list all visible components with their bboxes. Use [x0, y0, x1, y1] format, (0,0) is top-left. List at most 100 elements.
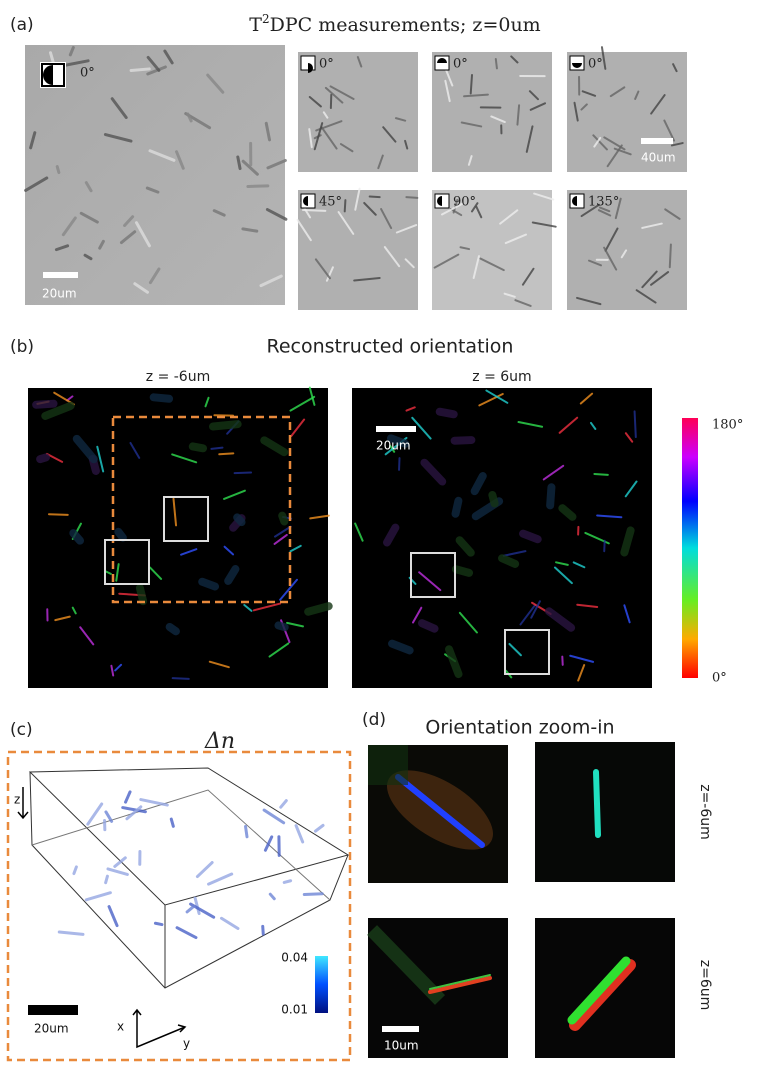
streak	[163, 49, 174, 65]
streak	[172, 497, 178, 527]
streak	[260, 436, 289, 457]
zoom-content	[366, 745, 636, 1031]
streak	[576, 603, 599, 608]
streak	[148, 149, 176, 162]
streak	[294, 824, 305, 844]
streak	[569, 654, 595, 663]
streak	[149, 393, 174, 403]
streak	[72, 865, 78, 876]
scale-bar	[641, 138, 673, 144]
streak	[387, 434, 410, 448]
streak	[388, 639, 414, 655]
streak	[121, 806, 147, 814]
streak	[418, 571, 442, 592]
streak	[458, 611, 478, 634]
streak	[207, 872, 234, 886]
streak	[24, 176, 49, 192]
row-label: z=6um	[697, 960, 713, 1011]
panel-title: Reconstructed orientation	[267, 336, 514, 358]
streak	[325, 266, 334, 282]
streak	[193, 896, 201, 916]
icon	[572, 196, 577, 206]
streak	[129, 441, 141, 459]
streak	[339, 143, 354, 153]
streak	[268, 892, 276, 901]
streak	[219, 916, 240, 930]
streak	[460, 121, 483, 128]
streak	[545, 607, 576, 632]
angle-label: 90°	[453, 195, 476, 210]
streak	[188, 442, 208, 453]
streak	[320, 126, 338, 150]
streak	[236, 155, 242, 171]
streak	[383, 246, 401, 268]
streak	[603, 136, 626, 151]
streak	[558, 416, 579, 434]
streak	[670, 142, 684, 147]
streak	[104, 874, 109, 885]
streak	[113, 856, 127, 868]
title-base: T	[249, 14, 262, 36]
streak	[322, 111, 329, 119]
streak	[123, 215, 135, 227]
streak	[264, 121, 272, 142]
panel-label: (c)	[10, 720, 33, 740]
streak	[96, 445, 105, 473]
streak	[103, 133, 133, 143]
streaks	[32, 386, 638, 682]
streak	[212, 209, 226, 217]
streak	[613, 147, 632, 156]
streak	[394, 117, 407, 122]
tiles: 0° 0° 0° 45° 90° 135°	[296, 46, 687, 310]
streak	[133, 282, 149, 294]
streak	[572, 561, 586, 569]
streak	[55, 165, 61, 175]
streak	[470, 472, 487, 496]
panel-title: Δn	[204, 729, 235, 754]
streak	[29, 131, 37, 150]
streak	[308, 96, 322, 108]
streak	[529, 102, 546, 111]
streak	[620, 526, 635, 557]
streak	[650, 94, 666, 115]
streak	[368, 195, 381, 199]
axis-label: y	[183, 1037, 190, 1051]
streak	[411, 606, 423, 624]
panel-label: (a)	[10, 15, 34, 35]
streak	[411, 416, 432, 440]
streak	[490, 115, 506, 124]
streak	[83, 253, 93, 261]
streak	[282, 879, 293, 884]
streak	[531, 221, 557, 228]
streak	[641, 222, 663, 229]
streaks	[24, 46, 288, 294]
streak	[445, 645, 463, 679]
scale-label: 40um	[641, 151, 676, 165]
streak	[354, 522, 364, 542]
streak	[233, 513, 246, 527]
streak	[139, 798, 169, 807]
streak	[262, 808, 286, 825]
streak	[469, 73, 473, 95]
streak	[530, 600, 541, 619]
dpc-tile	[432, 190, 552, 310]
colorbar	[315, 956, 328, 1013]
streak	[71, 606, 77, 615]
zoom-box	[163, 496, 209, 542]
streak	[304, 602, 333, 616]
streak	[241, 159, 259, 176]
dpc-tile	[432, 52, 552, 172]
streak	[668, 243, 672, 269]
streak	[609, 86, 626, 98]
streak	[106, 867, 129, 876]
streak	[521, 267, 535, 286]
streak	[494, 57, 498, 70]
streak	[354, 187, 361, 211]
streak	[186, 112, 193, 123]
streak	[313, 122, 324, 151]
streak	[472, 255, 480, 280]
streak	[180, 548, 198, 556]
streak	[32, 399, 58, 409]
streak	[107, 905, 119, 928]
row-label: z=-6um	[697, 784, 713, 840]
